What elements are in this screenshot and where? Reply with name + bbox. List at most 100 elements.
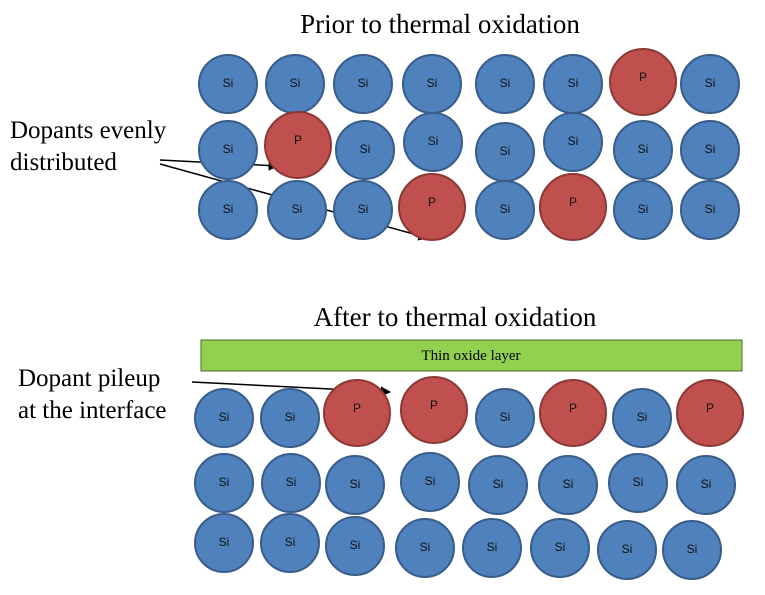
atom-label: Si <box>500 76 511 90</box>
atom-label: Si <box>500 202 511 216</box>
atom-label: P <box>569 401 577 415</box>
atom-label: Si <box>428 134 439 148</box>
dopant-atom <box>539 379 607 447</box>
atom-label: Si <box>223 142 234 156</box>
dopant-atom <box>323 379 391 447</box>
silicon-atom <box>680 120 740 180</box>
silicon-atom <box>325 516 385 576</box>
annotation: distributed <box>10 149 117 176</box>
silicon-atom <box>530 518 590 578</box>
silicon-atom <box>662 520 722 580</box>
atom-label: P <box>294 133 302 147</box>
silicon-atom <box>462 518 522 578</box>
silicon-atom <box>538 455 598 515</box>
silicon-atom <box>403 112 463 172</box>
silicon-atom <box>333 180 393 240</box>
atom-label: Si <box>290 76 301 90</box>
atoms: Si Si Si Si Si Si P Si Si P Si Si Si Si Si Si Si Si Si P Si P… <box>194 48 744 580</box>
silicon-atom <box>597 520 657 580</box>
silicon-atom <box>267 180 327 240</box>
silicon-atom <box>198 180 258 240</box>
atom-label: Si <box>568 134 579 148</box>
atom-label: Si <box>637 410 648 424</box>
atom-label: P <box>569 195 577 209</box>
dopant-atom <box>400 376 468 444</box>
silicon-atom <box>613 180 673 240</box>
title: Prior to thermal oxidation <box>300 9 580 39</box>
oxide-label: Thin oxide layer <box>421 348 520 364</box>
atom-label: Si <box>500 410 511 424</box>
atom-label: P <box>353 401 361 415</box>
atom-label: Si <box>358 76 369 90</box>
silicon-atom <box>608 453 668 513</box>
atom-label: Si <box>493 477 504 491</box>
silicon-atom <box>613 120 673 180</box>
silicon-atom <box>325 455 385 515</box>
silicon-atom <box>395 518 455 578</box>
silicon-atom <box>261 453 321 513</box>
silicon-atom <box>194 388 254 448</box>
atom-label: Si <box>622 542 633 556</box>
silicon-atom <box>400 452 460 512</box>
atom-label: Si <box>286 475 297 489</box>
atom-label: Si <box>705 202 716 216</box>
atom-label: Si <box>223 202 234 216</box>
atom-label: P <box>430 398 438 412</box>
atom-label: Si <box>350 477 361 491</box>
silicon-atom <box>335 120 395 180</box>
silicon-atom <box>333 54 393 114</box>
silicon-atom <box>543 112 603 172</box>
silicon-atom <box>680 180 740 240</box>
title: After to thermal oxidation <box>314 302 597 332</box>
dopant-atom <box>398 173 466 241</box>
silicon-atom <box>260 388 320 448</box>
atom-label: Si <box>285 535 296 549</box>
atom-label: Si <box>292 202 303 216</box>
atom-label: Si <box>638 202 649 216</box>
atom-label: Si <box>705 142 716 156</box>
atom-label: Si <box>285 410 296 424</box>
atom-label: Si <box>563 477 574 491</box>
atom-label: P <box>428 195 436 209</box>
atom-label: Si <box>358 202 369 216</box>
atom-label: Si <box>219 410 230 424</box>
atom-label: Si <box>425 474 436 488</box>
silicon-atom <box>198 120 258 180</box>
atom-label: Si <box>500 144 511 158</box>
silicon-atom <box>194 453 254 513</box>
atom-label: Si <box>487 540 498 554</box>
dopant-atom <box>676 379 744 447</box>
atom-label: Si <box>360 142 371 156</box>
atom-label: Si <box>223 76 234 90</box>
dopant-atom <box>539 173 607 241</box>
atom-label: Si <box>420 540 431 554</box>
silicon-atom <box>198 54 258 114</box>
atom-label: Si <box>427 76 438 90</box>
silicon-atom <box>475 54 535 114</box>
silicon-atom <box>680 54 740 114</box>
silicon-atom <box>612 388 672 448</box>
dopant-atom <box>609 48 677 116</box>
atom-label: Si <box>350 538 361 552</box>
atom-label: P <box>706 401 714 415</box>
atom-label: Si <box>568 76 579 90</box>
annotation: at the interface <box>18 397 167 424</box>
silicon-atom <box>260 513 320 573</box>
oxide-layer <box>200 339 743 372</box>
atom-label: Si <box>555 540 566 554</box>
dopant-atom <box>264 111 332 179</box>
atom-label: Si <box>219 475 230 489</box>
silicon-atom <box>468 455 528 515</box>
atom-label: Si <box>701 477 712 491</box>
atom-label: Si <box>219 535 230 549</box>
annotation: Dopants evenly <box>10 117 167 144</box>
atom-label: Si <box>633 475 644 489</box>
silicon-atom <box>475 388 535 448</box>
silicon-atom <box>676 455 736 515</box>
atom-label: Si <box>687 542 698 556</box>
silicon-atom <box>475 180 535 240</box>
silicon-atom <box>194 513 254 573</box>
atom-label: Si <box>705 76 716 90</box>
annotation: Dopant pileup <box>18 365 160 392</box>
